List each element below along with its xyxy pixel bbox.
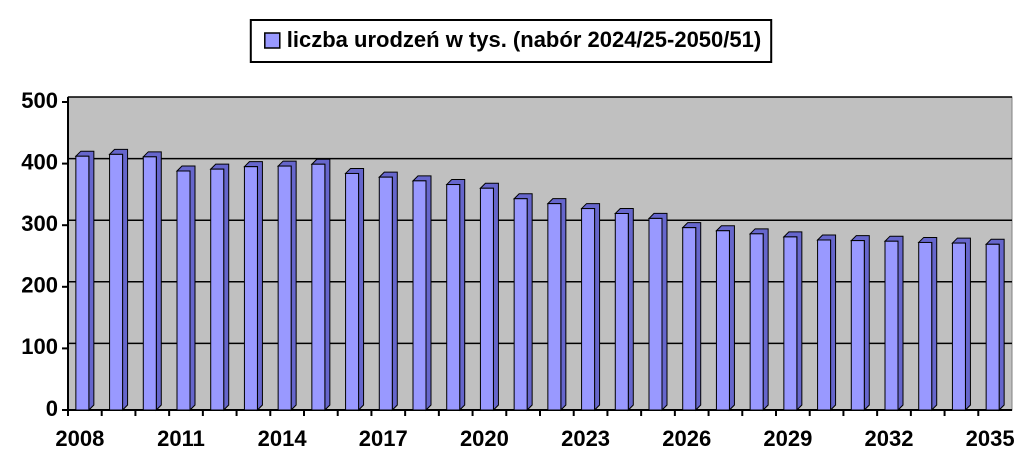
bar — [345, 172, 360, 411]
x-tick-label: 2023 — [561, 426, 610, 451]
y-tick-label: 400 — [21, 149, 58, 174]
bar — [547, 203, 562, 411]
legend — [249, 19, 773, 63]
bar — [210, 168, 225, 411]
x-tick-label: 2032 — [865, 426, 914, 451]
bar — [513, 198, 528, 411]
bar — [378, 176, 393, 411]
bar — [243, 166, 258, 411]
x-tick-label: 2014 — [258, 426, 308, 451]
y-tick-label: 500 — [21, 88, 58, 113]
bar — [884, 240, 899, 411]
y-tick-label: 200 — [21, 273, 58, 298]
x-tick-label: 2017 — [359, 426, 408, 451]
y-tick-label: 0 — [46, 396, 58, 421]
legend-label: liczba urodzeń w tys. (nabór 2024/25-205… — [287, 27, 761, 52]
bar — [614, 212, 629, 411]
y-tick-label: 100 — [21, 334, 58, 359]
bar — [142, 156, 157, 411]
x-tick-label: 2029 — [763, 426, 812, 451]
bar — [918, 241, 933, 411]
bar — [715, 230, 730, 411]
legend-swatch — [264, 32, 281, 49]
bar — [749, 233, 764, 411]
x-tick-label: 2020 — [460, 426, 509, 451]
bar — [850, 240, 865, 411]
x-tick-label: 2011 — [157, 426, 205, 451]
x-tick-label: 2026 — [662, 426, 711, 451]
bar — [75, 155, 90, 411]
bar — [783, 236, 798, 411]
bar — [446, 184, 461, 411]
x-tick-label: 2008 — [55, 426, 104, 451]
y-tick-label: 300 — [21, 211, 58, 236]
bar — [682, 227, 697, 411]
bar — [277, 165, 292, 411]
bar — [581, 208, 596, 411]
bar — [817, 239, 832, 411]
bar — [479, 187, 494, 411]
bar — [648, 217, 663, 411]
bar — [176, 170, 191, 411]
bar — [311, 163, 326, 411]
bar — [109, 153, 124, 411]
bar — [412, 180, 427, 411]
bar — [951, 242, 966, 411]
plot-area — [67, 96, 1013, 411]
x-tick-label: 2035 — [966, 426, 1015, 451]
bar — [985, 243, 1000, 411]
